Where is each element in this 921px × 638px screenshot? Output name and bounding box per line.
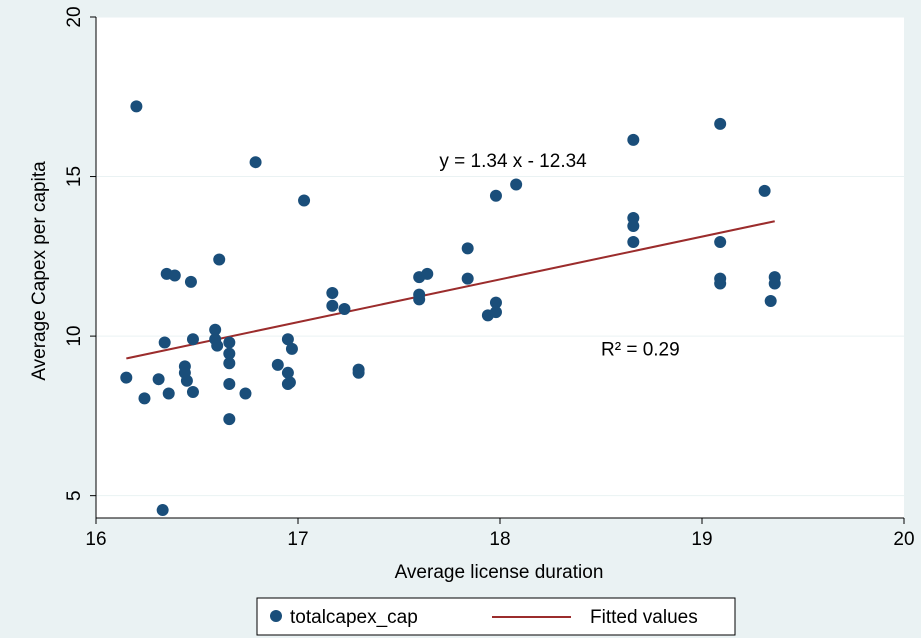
data-point <box>764 295 777 308</box>
data-point <box>162 387 175 400</box>
x-axis-title: Average license duration <box>395 562 604 583</box>
y-tick-label: 20 <box>64 6 85 27</box>
data-point <box>120 371 133 384</box>
data-point <box>298 194 311 207</box>
data-point <box>186 385 199 398</box>
data-point <box>627 133 640 146</box>
data-point <box>211 339 224 352</box>
data-points <box>120 100 781 517</box>
legend: totalcapex_cap Fitted values <box>256 597 736 636</box>
data-point <box>168 269 181 282</box>
data-point <box>281 333 294 346</box>
data-point <box>326 287 339 300</box>
data-point <box>209 323 222 336</box>
fitted-line <box>126 220 775 360</box>
data-point <box>714 117 727 130</box>
data-point <box>223 336 236 349</box>
data-point <box>461 272 474 285</box>
plot-area <box>96 17 904 518</box>
legend-marker-totalcapex <box>270 610 282 622</box>
data-point <box>249 156 262 169</box>
data-point <box>489 189 502 202</box>
r-squared-annotation: R² = 0.29 <box>601 339 680 360</box>
legend-label-totalcapex: totalcapex_cap <box>290 607 418 628</box>
data-point <box>413 293 426 306</box>
data-point <box>489 296 502 309</box>
y-axis-title: Average Capex per capita <box>29 161 50 381</box>
data-point <box>489 306 502 319</box>
data-point <box>158 336 171 349</box>
x-tick-label: 16 <box>85 529 106 550</box>
data-point <box>758 184 771 197</box>
data-point <box>223 413 236 426</box>
data-point <box>283 376 296 389</box>
data-point <box>184 275 197 288</box>
x-tick-label: 20 <box>893 529 914 550</box>
x-tick-label: 18 <box>489 529 510 550</box>
legend-box <box>256 597 736 636</box>
data-point <box>714 235 727 248</box>
data-point <box>421 267 434 280</box>
data-point <box>213 253 226 266</box>
data-point <box>326 299 339 312</box>
x-tick-label: 17 <box>287 529 308 550</box>
data-point <box>138 392 151 405</box>
data-point <box>239 387 252 400</box>
axes: 5 10 15 20 16 17 18 19 20 <box>64 6 915 550</box>
data-point <box>130 100 143 113</box>
data-point <box>627 220 640 233</box>
data-point <box>180 374 193 387</box>
y-tick-label: 5 <box>64 490 85 501</box>
y-tick-label: 10 <box>64 326 85 347</box>
data-point <box>285 342 298 355</box>
fitted-values-line <box>126 220 775 360</box>
data-point <box>186 333 199 346</box>
data-point <box>152 373 165 386</box>
data-point <box>352 366 365 379</box>
data-point <box>271 358 284 371</box>
data-point <box>338 302 351 315</box>
data-point <box>281 366 294 379</box>
data-point <box>627 235 640 248</box>
x-tick-label: 19 <box>691 529 712 550</box>
legend-label-fitted: Fitted values <box>590 607 698 628</box>
data-point <box>510 178 523 191</box>
data-point <box>223 347 236 360</box>
data-point <box>714 277 727 290</box>
data-point <box>223 357 236 370</box>
data-point <box>156 504 169 517</box>
data-point <box>461 242 474 255</box>
y-tick-label: 15 <box>64 166 85 187</box>
equation-annotation: y = 1.34 x - 12.34 <box>439 151 587 172</box>
data-point <box>768 277 781 290</box>
data-point <box>223 377 236 390</box>
